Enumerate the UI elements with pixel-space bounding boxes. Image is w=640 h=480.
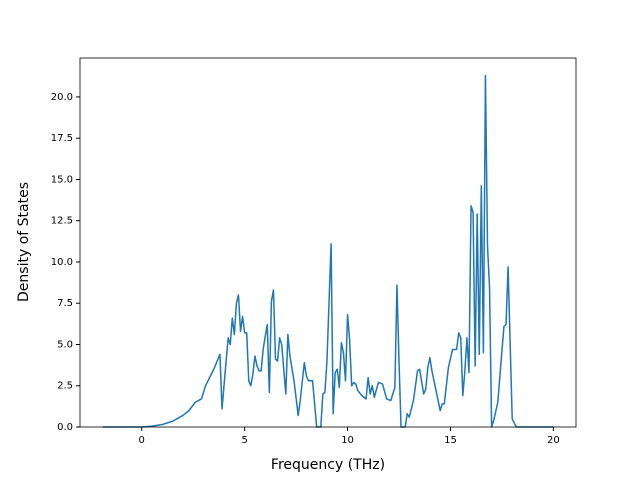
y-tick-label: 17.5	[51, 133, 73, 144]
y-tick-label: 7.5	[57, 298, 73, 309]
y-tick-label: 0.0	[57, 422, 73, 433]
y-tick-label: 20.0	[51, 92, 73, 103]
x-axis-label: Frequency (THz)	[271, 457, 385, 473]
x-tick-label: 20	[547, 435, 560, 446]
y-tick-label: 5.0	[57, 339, 73, 350]
plot-frame	[79, 57, 577, 428]
y-tick-label: 2.5	[57, 381, 73, 392]
x-tick-label: 5	[241, 435, 247, 446]
y-tick-label: 15.0	[51, 174, 73, 185]
y-tick-label: 12.5	[51, 216, 73, 227]
x-tick-label: 0	[139, 435, 145, 446]
dos-line	[102, 74, 554, 428]
x-tick-label: 10	[341, 435, 354, 446]
y-axis-label: Density of States	[16, 182, 32, 302]
x-tick-label: 15	[444, 435, 457, 446]
y-tick-label: 10.0	[51, 257, 73, 268]
